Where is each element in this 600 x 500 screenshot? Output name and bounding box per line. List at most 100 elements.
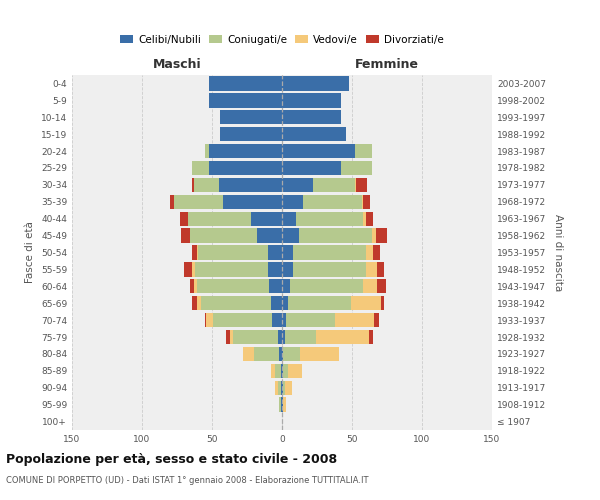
Bar [282, 76, 349, 90]
Bar [313, 178, 355, 192]
Bar [209, 76, 282, 90]
Bar [282, 127, 346, 142]
Bar [303, 194, 362, 209]
Y-axis label: Fasce di età: Fasce di età [25, 222, 35, 284]
Bar [362, 194, 363, 209]
Bar [268, 246, 282, 260]
Bar [181, 228, 190, 243]
Text: Popolazione per età, sesso e stato civile - 2008: Popolazione per età, sesso e stato civil… [6, 452, 337, 466]
Bar [214, 313, 272, 328]
Bar [377, 279, 386, 293]
Bar [282, 279, 290, 293]
Bar [194, 279, 197, 293]
Bar [316, 330, 369, 344]
Text: Maschi: Maschi [152, 58, 202, 71]
Bar [283, 398, 286, 412]
Bar [193, 178, 194, 192]
Bar [206, 313, 214, 328]
Bar [300, 346, 340, 361]
Bar [272, 313, 282, 328]
Bar [293, 262, 366, 276]
Bar [193, 262, 195, 276]
Bar [201, 296, 271, 310]
Bar [282, 296, 287, 310]
Bar [254, 346, 279, 361]
Bar [220, 110, 282, 124]
Bar [335, 313, 374, 328]
Bar [279, 346, 282, 361]
Bar [209, 144, 282, 158]
Text: Femmine: Femmine [355, 58, 419, 71]
Bar [282, 194, 303, 209]
Bar [190, 279, 194, 293]
Bar [282, 178, 313, 192]
Bar [287, 364, 302, 378]
Bar [281, 380, 282, 395]
Bar [382, 296, 384, 310]
Bar [197, 296, 201, 310]
Bar [278, 330, 282, 344]
Bar [174, 194, 223, 209]
Bar [190, 228, 257, 243]
Bar [279, 398, 281, 412]
Bar [282, 346, 283, 361]
Bar [363, 279, 377, 293]
Bar [282, 262, 293, 276]
Bar [296, 212, 363, 226]
Bar [197, 279, 269, 293]
Bar [282, 246, 293, 260]
Bar [180, 212, 188, 226]
Bar [282, 398, 283, 412]
Bar [290, 279, 363, 293]
Y-axis label: Anni di nascita: Anni di nascita [553, 214, 563, 291]
Bar [285, 380, 292, 395]
Bar [355, 144, 371, 158]
Bar [371, 228, 376, 243]
Bar [275, 364, 281, 378]
Bar [282, 364, 283, 378]
Bar [285, 330, 316, 344]
Bar [366, 262, 377, 276]
Bar [356, 178, 367, 192]
Bar [205, 144, 209, 158]
Bar [193, 161, 209, 175]
Bar [209, 161, 282, 175]
Bar [341, 161, 371, 175]
Bar [197, 246, 198, 260]
Bar [281, 364, 282, 378]
Bar [271, 296, 282, 310]
Bar [376, 228, 387, 243]
Bar [355, 178, 356, 192]
Bar [233, 330, 278, 344]
Bar [275, 380, 278, 395]
Bar [243, 346, 254, 361]
Bar [282, 93, 341, 108]
Text: COMUNE DI PORPETTO (UD) - Dati ISTAT 1° gennaio 2008 - Elaborazione TUTTITALIA.I: COMUNE DI PORPETTO (UD) - Dati ISTAT 1° … [6, 476, 368, 485]
Bar [230, 330, 233, 344]
Bar [283, 364, 287, 378]
Bar [194, 178, 219, 192]
Bar [282, 144, 355, 158]
Bar [268, 262, 282, 276]
Bar [283, 346, 300, 361]
Bar [282, 110, 341, 124]
Bar [282, 228, 299, 243]
Bar [188, 212, 251, 226]
Legend: Celibi/Nubili, Coniugati/e, Vedovi/e, Divorziati/e: Celibi/Nubili, Coniugati/e, Vedovi/e, Di… [116, 30, 448, 49]
Bar [366, 246, 373, 260]
Bar [251, 212, 282, 226]
Bar [293, 246, 366, 260]
Bar [205, 313, 206, 328]
Bar [299, 228, 371, 243]
Bar [374, 313, 379, 328]
Bar [184, 262, 193, 276]
Bar [366, 212, 373, 226]
Bar [271, 364, 275, 378]
Bar [287, 296, 350, 310]
Bar [220, 127, 282, 142]
Bar [226, 330, 230, 344]
Bar [219, 178, 282, 192]
Bar [209, 93, 282, 108]
Bar [282, 161, 341, 175]
Bar [193, 296, 197, 310]
